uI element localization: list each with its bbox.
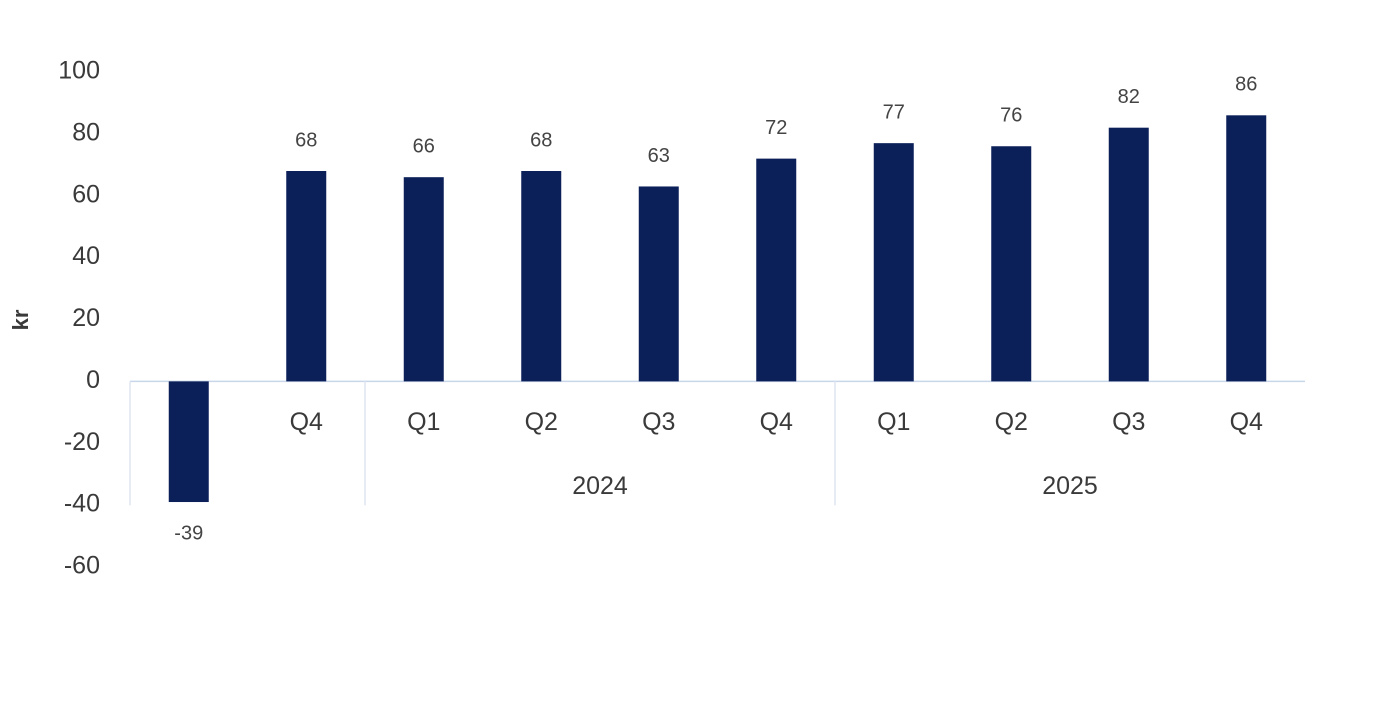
bar (1108, 127, 1149, 382)
x-tick-label: Q1 (877, 408, 910, 436)
value-label: 63 (648, 145, 670, 167)
value-label: 77 (883, 101, 905, 123)
value-label: 86 (1235, 74, 1257, 96)
x-tick-label: Q4 (1230, 408, 1263, 436)
x-tick-label: Q4 (290, 408, 323, 436)
value-label: 82 (1118, 86, 1140, 108)
x-tick-label: Q3 (642, 408, 675, 436)
bar (638, 186, 679, 382)
y-axis-label: kr (8, 309, 33, 330)
bar (403, 177, 444, 382)
bar (991, 146, 1032, 382)
bar (286, 171, 327, 382)
x-tick-label: Q3 (1112, 408, 1145, 436)
y-tick-label: 20 (72, 304, 100, 332)
bar (756, 158, 797, 382)
y-tick-label: 100 (58, 57, 100, 85)
value-label: 66 (413, 135, 435, 157)
x-tick-label: Q2 (525, 408, 558, 436)
bar (521, 171, 562, 382)
y-tick-label: 60 (72, 180, 100, 208)
y-tick-label: -20 (64, 428, 100, 456)
bar (873, 143, 914, 382)
value-label: 68 (295, 129, 317, 151)
value-label: -39 (174, 522, 203, 544)
x-tick-label: Q1 (407, 408, 440, 436)
bar (1226, 115, 1267, 382)
bar (168, 381, 209, 503)
y-tick-label: 0 (86, 366, 100, 394)
group-label: 2024 (572, 472, 628, 500)
x-tick-label: Q2 (995, 408, 1028, 436)
y-tick-label: 40 (72, 242, 100, 270)
y-tick-label: -60 (64, 552, 100, 580)
x-tick-label: Q4 (760, 408, 793, 436)
value-label: 76 (1000, 105, 1022, 127)
group-label: 2025 (1042, 472, 1098, 500)
value-label: 68 (530, 129, 552, 151)
y-tick-label: -40 (64, 490, 100, 518)
value-label: 72 (765, 117, 787, 139)
y-tick-label: 80 (72, 118, 100, 146)
